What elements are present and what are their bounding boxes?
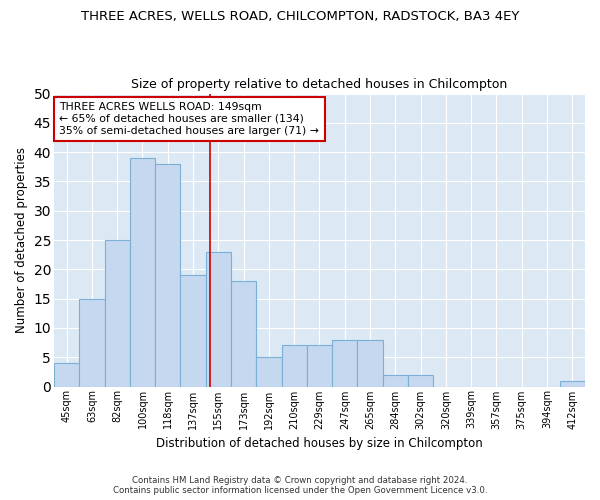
Bar bbox=[206, 252, 231, 386]
Bar bbox=[281, 346, 307, 387]
Bar bbox=[256, 357, 281, 386]
Bar bbox=[231, 281, 256, 386]
Bar bbox=[104, 240, 130, 386]
Title: Size of property relative to detached houses in Chilcompton: Size of property relative to detached ho… bbox=[131, 78, 508, 91]
Bar bbox=[54, 363, 79, 386]
Text: THREE ACRES, WELLS ROAD, CHILCOMPTON, RADSTOCK, BA3 4EY: THREE ACRES, WELLS ROAD, CHILCOMPTON, RA… bbox=[81, 10, 519, 23]
Bar bbox=[332, 340, 358, 386]
Text: Contains HM Land Registry data © Crown copyright and database right 2024.
Contai: Contains HM Land Registry data © Crown c… bbox=[113, 476, 487, 495]
Bar bbox=[181, 275, 206, 386]
Bar bbox=[560, 380, 585, 386]
Bar bbox=[307, 346, 332, 387]
Bar bbox=[383, 375, 408, 386]
Bar bbox=[408, 375, 433, 386]
Bar bbox=[155, 164, 181, 386]
Bar bbox=[130, 158, 155, 386]
Y-axis label: Number of detached properties: Number of detached properties bbox=[15, 147, 28, 333]
X-axis label: Distribution of detached houses by size in Chilcompton: Distribution of detached houses by size … bbox=[156, 437, 483, 450]
Bar bbox=[358, 340, 383, 386]
Bar bbox=[79, 298, 104, 386]
Text: THREE ACRES WELLS ROAD: 149sqm
← 65% of detached houses are smaller (134)
35% of: THREE ACRES WELLS ROAD: 149sqm ← 65% of … bbox=[59, 102, 319, 136]
